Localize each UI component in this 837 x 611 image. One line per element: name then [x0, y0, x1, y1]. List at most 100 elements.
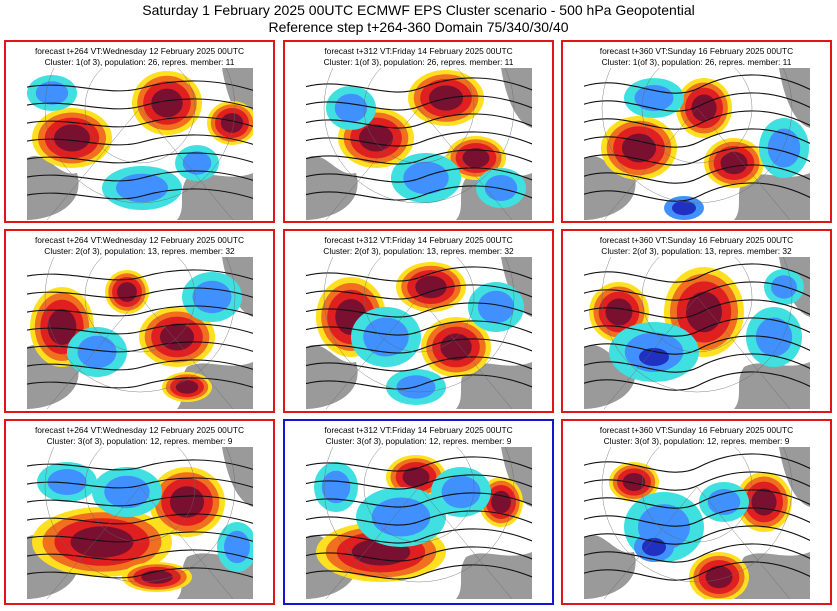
panel-cluster-label: Cluster: 1(of 3), population: 26, repres…	[601, 57, 792, 67]
geopotential-contour	[306, 95, 532, 111]
graticule-line	[601, 68, 793, 204]
trough-anomaly	[35, 81, 69, 105]
graticule-line	[44, 447, 236, 583]
panel-cluster-label: Cluster: 2(of 3), population: 13, repres…	[323, 246, 514, 256]
geopotential-contour	[27, 170, 253, 182]
page-subtitle: Reference step t+264-360 Domain 75/340/3…	[268, 19, 569, 35]
land-mass	[779, 68, 810, 128]
trough-anomaly	[47, 469, 87, 495]
graticule-line	[363, 257, 475, 353]
ridge-anomaly	[70, 526, 134, 558]
trough-anomaly	[771, 275, 797, 299]
panel-cluster2-t312[interactable]: forecast t+312 VT:Friday 14 February 202…	[283, 229, 554, 413]
panel-cluster3-t312-selected[interactable]: forecast t+312 VT:Friday 14 February 202…	[283, 419, 554, 605]
ridge-anomaly	[117, 282, 137, 302]
ridge-anomaly	[175, 380, 199, 394]
geopotential-contour	[306, 149, 532, 165]
geopotential-contour	[584, 525, 810, 545]
panel-cluster1-t360[interactable]: forecast t+360 VT:Sunday 16 February 202…	[561, 40, 832, 223]
map-plot	[306, 68, 532, 220]
land-mass	[501, 447, 532, 507]
panel-cluster1-t312[interactable]: forecast t+312 VT:Friday 14 February 202…	[283, 40, 554, 223]
geopotential-contour	[584, 317, 810, 337]
geopotential-contour	[584, 543, 810, 563]
geopotential-contour	[27, 269, 253, 281]
geopotential-contour	[27, 359, 253, 371]
geopotential-contour	[306, 510, 532, 526]
ridge-anomaly	[720, 151, 748, 175]
geopotential-contour	[27, 188, 253, 200]
geopotential-contour	[306, 113, 532, 129]
land-mass	[456, 552, 532, 599]
panel-forecast-label: forecast t+264 VT:Wednesday 12 February …	[34, 235, 245, 245]
panel-cluster-label: Cluster: 2(of 3), population: 13, repres…	[44, 246, 235, 256]
trough-anomaly	[672, 200, 696, 216]
graticule-line	[139, 486, 234, 599]
geopotential-contour	[306, 456, 532, 472]
panel-forecast-label: forecast t+312 VT:Friday 14 February 202…	[324, 425, 513, 435]
land-mass	[177, 173, 253, 220]
geopotential-contour	[306, 77, 532, 93]
geopotential-contour	[306, 564, 532, 580]
panel-cluster3-t264[interactable]: forecast t+264 VT:Wednesday 12 February …	[4, 419, 275, 605]
geopotential-contour	[306, 167, 532, 183]
panel-cluster-label: Cluster: 3(of 3), population: 12, repres…	[325, 436, 512, 446]
graticule-line	[84, 257, 196, 353]
panel-cluster3-t360[interactable]: forecast t+360 VT:Sunday 16 February 202…	[561, 419, 832, 605]
geopotential-contour	[584, 353, 810, 373]
graticule-line	[696, 486, 791, 599]
geopotential-contour	[306, 284, 532, 300]
geopotential-anomaly-map	[584, 257, 810, 409]
trough-anomaly	[77, 335, 117, 369]
graticule-line	[323, 68, 515, 204]
ridge-anomaly	[47, 309, 77, 345]
geopotential-anomaly-map	[584, 447, 810, 599]
panel-forecast-label: forecast t+312 VT:Friday 14 February 202…	[324, 46, 513, 56]
graticule-line	[641, 447, 753, 543]
land-mass	[584, 344, 636, 409]
panel-cluster-label: Cluster: 2(of 3), population: 13, repres…	[601, 246, 792, 256]
geopotential-contour	[584, 561, 810, 581]
panel-forecast-label: forecast t+360 VT:Sunday 16 February 202…	[599, 46, 794, 56]
graticule-line	[641, 257, 753, 353]
geopotential-contour	[306, 356, 532, 372]
geopotential-contour	[584, 489, 810, 509]
graticule-line	[46, 107, 141, 220]
geopotential-contour	[306, 131, 532, 147]
map-plot	[584, 68, 810, 220]
geopotential-contour	[584, 299, 810, 319]
geopotential-anomaly-map	[306, 257, 532, 409]
graticule-line	[46, 486, 141, 599]
graticule-line	[696, 107, 791, 220]
graticule-line	[601, 447, 793, 583]
geopotential-contour	[306, 374, 532, 390]
geopotential-contour	[584, 507, 810, 527]
map-plot	[584, 447, 810, 599]
panel-caption: forecast t+264 VT:Wednesday 12 February …	[6, 425, 273, 447]
graticule-line	[46, 296, 141, 409]
panel-caption: forecast t+360 VT:Sunday 16 February 202…	[563, 46, 830, 68]
trough-anomaly	[403, 161, 449, 195]
geopotential-contour	[27, 513, 253, 525]
land-mass	[306, 155, 358, 220]
trough-anomaly	[639, 348, 669, 366]
land-mass	[27, 155, 79, 220]
ridge-anomaly	[462, 148, 490, 168]
land-mass	[501, 68, 532, 128]
panel-cluster2-t360[interactable]: forecast t+360 VT:Sunday 16 February 202…	[561, 229, 832, 413]
geopotential-contour	[306, 474, 532, 490]
panel-cluster1-t264[interactable]: forecast t+264 VT:Wednesday 12 February …	[4, 40, 275, 223]
geopotential-contour	[584, 182, 810, 202]
map-plot	[306, 447, 532, 599]
graticule-line	[325, 296, 420, 409]
panel-cluster2-t264[interactable]: forecast t+264 VT:Wednesday 12 February …	[4, 229, 275, 413]
geopotential-contour	[584, 74, 810, 94]
geopotential-contour	[27, 152, 253, 164]
panel-caption: forecast t+360 VT:Sunday 16 February 202…	[563, 235, 830, 257]
geopotential-contour	[584, 471, 810, 491]
graticule-line	[418, 486, 513, 599]
map-plot	[27, 257, 253, 409]
land-mass	[584, 534, 636, 599]
geopotential-contour	[584, 92, 810, 112]
graticule-line	[603, 296, 698, 409]
